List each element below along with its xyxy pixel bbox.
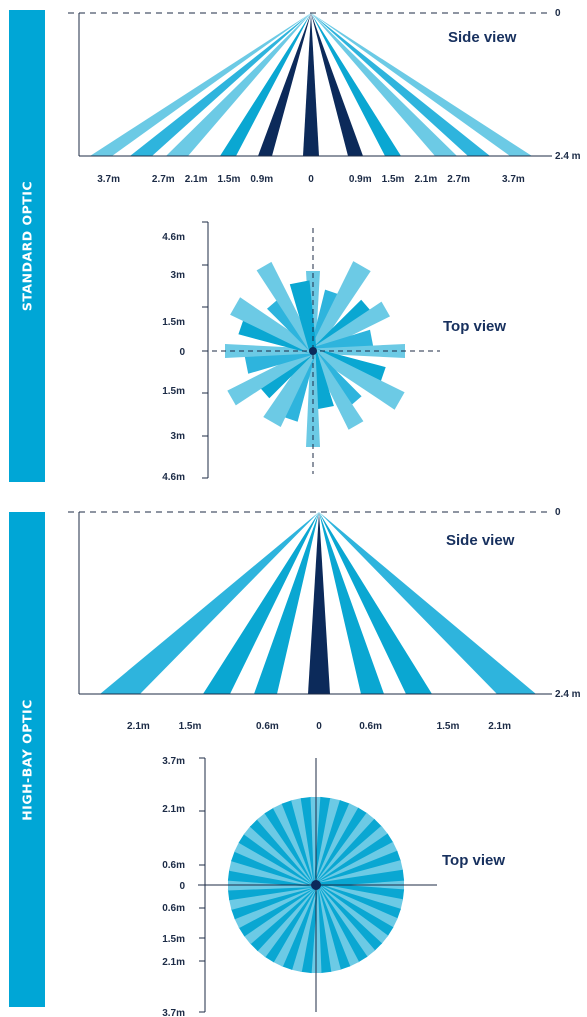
y-tick-label: 0.6m [162,860,185,871]
side-beam [308,512,330,694]
y-tick-label: 0 [179,347,185,358]
x-tick-label: 2.1m [185,174,208,185]
side-view-title: Side view [448,29,517,46]
high-bay-side-view: 2.1m 1.5m 0.6m 0 0.6m 1.5m 2.1m 0 2.4 m Side view [68,507,581,732]
x-tick-label: 0.9m [250,174,273,185]
x-tick-label: 0.6m [359,721,382,732]
x-tick-label: 2.1m [127,721,150,732]
x-tick-label: 2.1m [414,174,437,185]
side-beam [319,512,536,694]
height-top-label: 0 [555,507,561,518]
standard-optic-band: STANDARD OPTIC [9,10,45,482]
x-tick-label: 1.5m [179,721,202,732]
side-beam [319,512,384,694]
y-tick-label: 1.5m [162,934,185,945]
x-tick-label: 1.5m [218,174,241,185]
y-tick-label: 2.1m [162,957,185,968]
x-tick-label: 0 [316,721,322,732]
side-beam [220,13,311,156]
x-tick-label: 0.6m [256,721,279,732]
y-tick-label: 0.6m [162,903,185,914]
side-view-title: Side view [446,532,515,549]
side-beam [166,13,311,156]
side-beam [311,13,490,156]
y-tick-label: 3m [171,431,186,442]
standard-top-view: 4.6m 3m 1.5m 0 1.5m 3m 4.6m Top view [162,221,506,483]
side-beam [254,512,319,694]
x-tick-label: 0.9m [349,174,372,185]
top-ray [230,297,315,355]
y-tick-label: 3m [171,270,186,281]
side-beam [303,13,319,156]
y-tick-label: 4.6m [162,232,185,243]
sensor-dot [309,347,317,355]
top-view-title: Top view [442,852,505,869]
height-top-label: 0 [555,8,561,19]
x-tick-label: 3.7m [97,174,120,185]
y-tick-label: 4.6m [162,472,185,483]
side-beam [90,13,311,156]
sensor-dot [311,880,321,890]
height-bottom-label: 2.4 m [555,151,581,162]
top-ray [256,261,316,353]
side-beam [203,512,319,694]
high-bay-optic-band: HIGH-BAY OPTIC [9,512,45,1007]
y-tick-label: 3.7m [162,1008,185,1017]
top-ray [227,348,315,406]
top-ray [309,261,371,353]
y-tick-label: 0 [179,881,185,892]
side-beam [319,512,432,694]
height-bottom-label: 2.4 m [555,689,581,700]
y-tick-label: 2.1m [162,804,185,815]
side-beam [311,13,457,156]
top-ray [311,301,390,354]
side-beam [311,13,401,156]
side-beam [130,13,311,156]
x-tick-label: 0 [308,174,314,185]
x-tick-label: 1.5m [437,721,460,732]
high-bay-top-view: 3.7m 2.1m 0.6m 0 0.6m 1.5m 2.1m 3.7m Top view [162,756,505,1017]
x-tick-label: 2.1m [488,721,511,732]
y-tick-label: 1.5m [162,386,185,397]
top-ray [315,869,405,887]
y-tick-label: 3.7m [162,756,185,767]
top-view-title: Top view [443,318,506,335]
x-tick-label: 3.7m [502,174,525,185]
x-tick-label: 2.7m [152,174,175,185]
standard-side-view: 3.7m 2.7m 2.1m 1.5m 0.9m 0 0.9m 1.5m 2.1m 2.7m 3.7… [68,8,581,185]
y-tick-label: 1.5m [162,317,185,328]
side-beam [311,13,532,156]
x-tick-label: 2.7m [447,174,470,185]
top-ray [310,349,364,430]
top-ray [289,280,317,352]
top-ray [263,349,317,427]
x-tick-label: 1.5m [382,174,405,185]
top-ray [311,347,405,410]
side-beam [100,512,319,694]
side-beam [311,13,363,156]
side-beam [258,13,311,156]
